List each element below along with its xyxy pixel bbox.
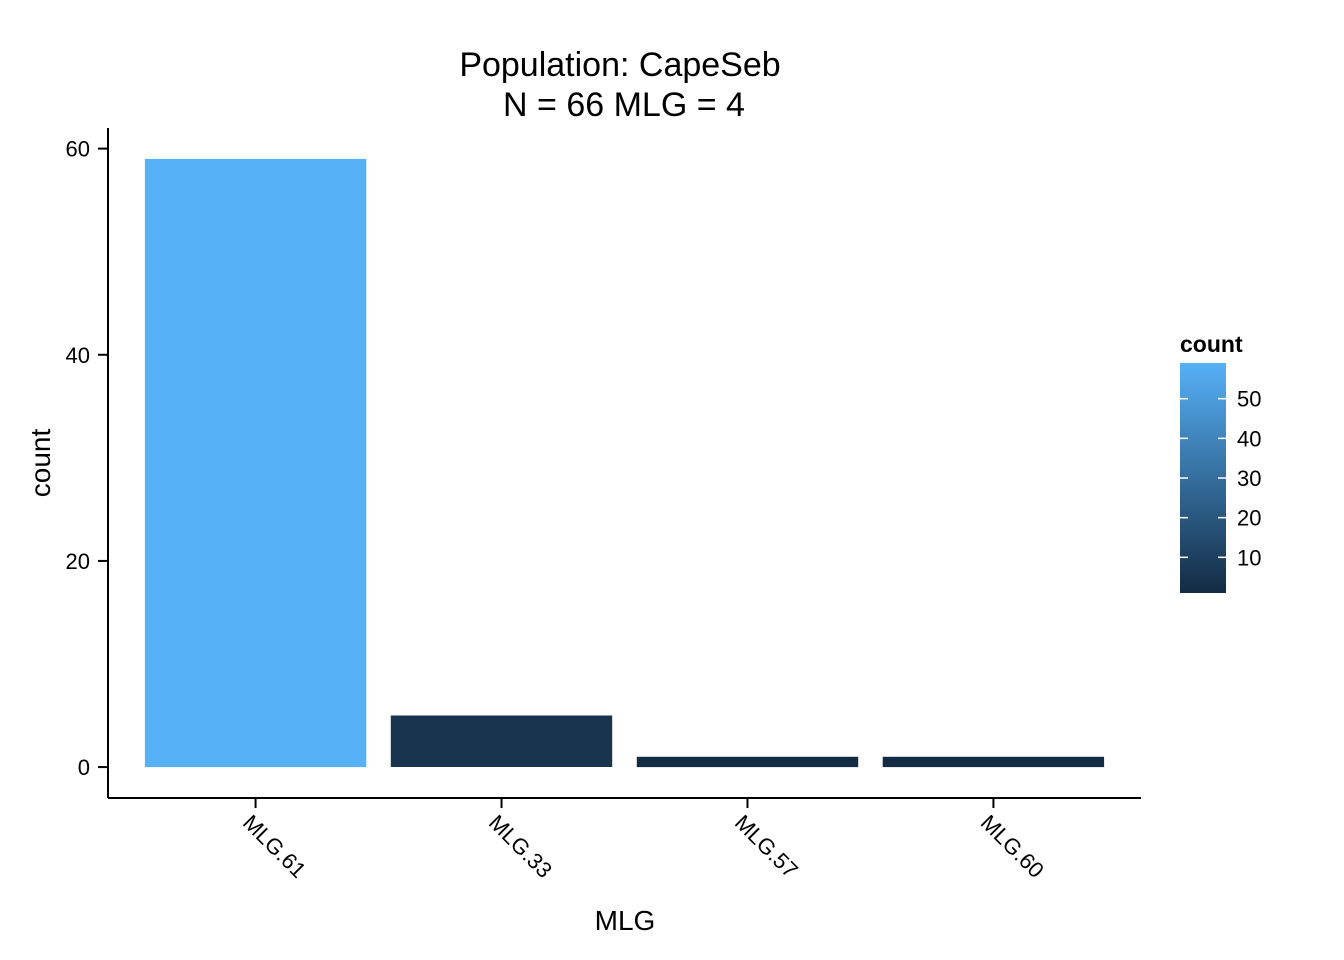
y-tick-label: 20 [66,549,90,574]
x-tick-label: MLG.61 [238,810,311,883]
bar-mlg-60 [882,756,1105,768]
bar-mlg-57 [636,756,859,768]
y-tick-label: 0 [78,755,90,780]
legend-title: count [1180,331,1243,357]
y-tick-label: 40 [66,343,90,368]
x-tick-label: MLG.60 [976,810,1049,883]
plot-area [144,158,1105,768]
legend-tick-label: 10 [1237,545,1261,570]
legend-tick-label: 30 [1237,466,1261,491]
chart-title: Population: CapeSeb [459,46,780,84]
legend: count 10 20 30 40 50 [1180,331,1261,593]
x-tick-label: MLG.57 [730,810,803,883]
chart-subtitle: N = 66 MLG = 4 [503,86,745,124]
legend-tick-label: 20 [1237,506,1261,531]
bar-mlg-33 [390,715,613,767]
y-tick-label: 60 [66,137,90,162]
legend-tick-label: 50 [1237,387,1261,412]
bar-mlg-61 [144,158,367,768]
legend-ticks: 10 20 30 40 50 [1180,387,1261,570]
y-axis-ticks: 0 20 40 60 [66,137,108,780]
x-axis-ticks: MLG.61 MLG.33 MLG.57 MLG.60 [238,798,1049,883]
x-tick-label: MLG.33 [484,810,557,883]
x-axis-title: MLG [595,905,656,936]
y-axis-title: count [25,429,56,498]
legend-tick-label: 40 [1237,426,1261,451]
